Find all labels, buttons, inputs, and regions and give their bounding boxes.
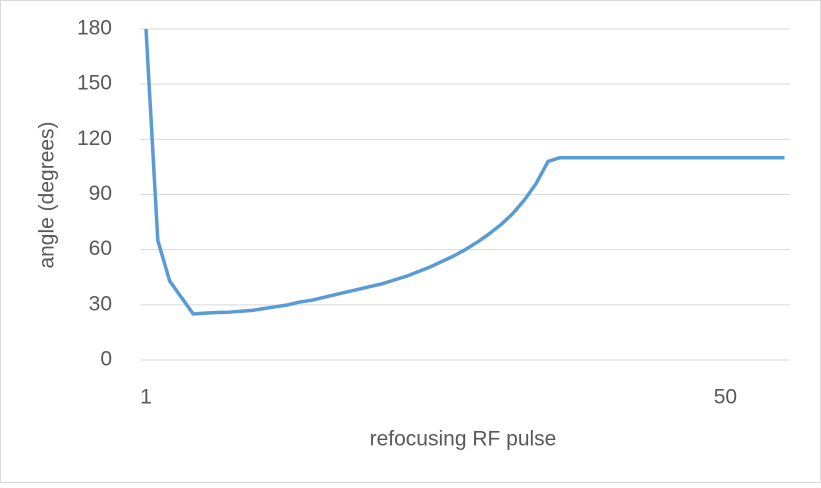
y-axis-title: angle (degrees) <box>36 121 59 268</box>
y-tick-label: 60 <box>89 237 112 260</box>
y-tick-label: 150 <box>77 72 112 95</box>
data-line <box>144 28 785 316</box>
y-tick-label: 120 <box>77 127 112 150</box>
x-tick-label: 50 <box>714 386 737 409</box>
y-tick-label: 30 <box>89 292 112 315</box>
x-axis-title: refocusing RF pulse <box>370 428 557 451</box>
y-tick-label: 180 <box>77 17 112 40</box>
y-tick-label: 90 <box>89 182 112 205</box>
x-tick-label: 1 <box>140 386 152 409</box>
y-tick-label: 0 <box>100 348 112 371</box>
